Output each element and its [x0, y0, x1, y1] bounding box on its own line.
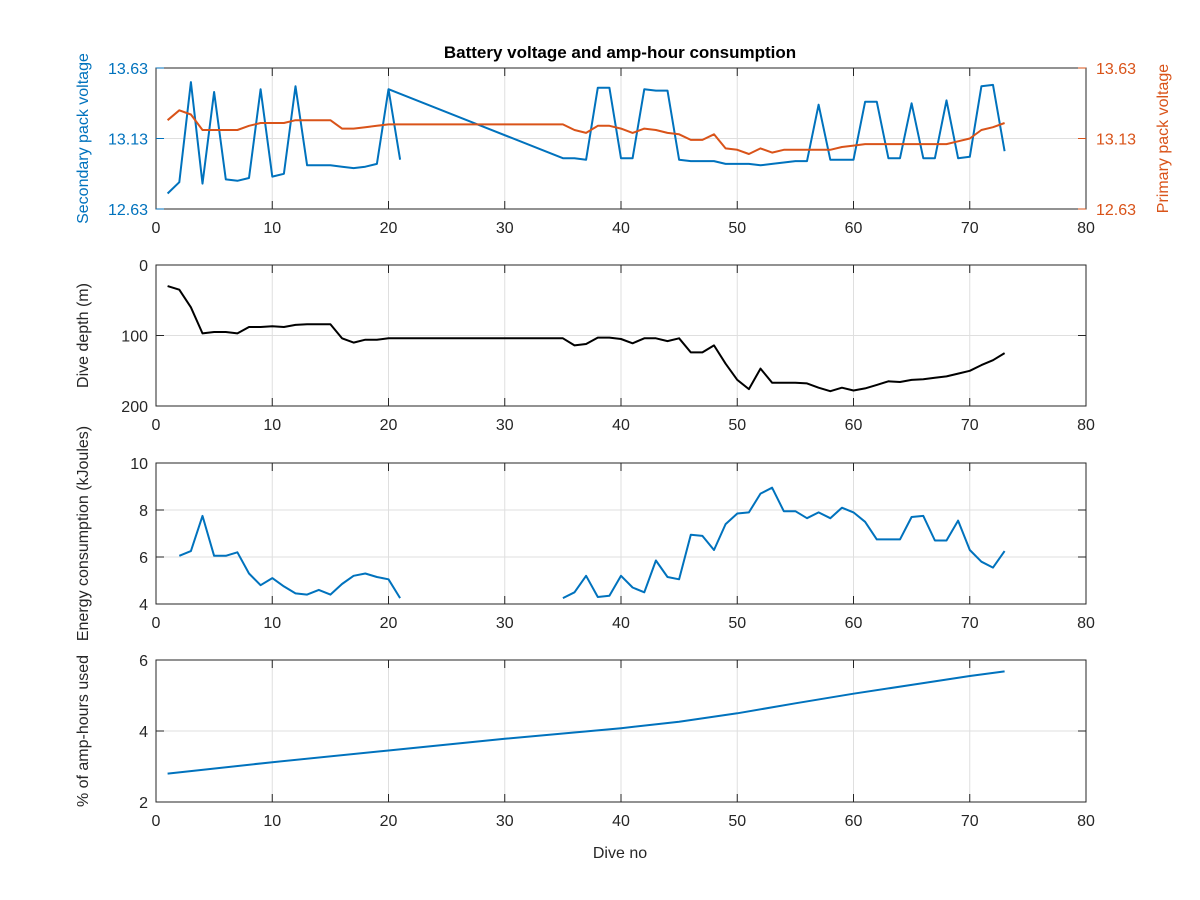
- y-tick-label: 6: [139, 653, 148, 670]
- subplot-2: 0 10 20 30 40 50 60 70 80 0 100 200 Dive depth (m): [75, 258, 1095, 434]
- x-tick-label: 60: [845, 220, 863, 237]
- series-line-1: [178, 514, 401, 599]
- y-axis-label: Dive depth (m): [75, 283, 92, 388]
- x-tick-label: 20: [380, 615, 398, 632]
- series-line-1: [167, 285, 1006, 393]
- x-tick-label: 10: [263, 220, 281, 237]
- y-axis-label: Energy consumption (kJoules): [75, 426, 92, 641]
- x-tick-label: 20: [380, 220, 398, 237]
- x-axis-label: Dive no: [593, 845, 647, 862]
- series-line-1: [388, 83, 1006, 167]
- y-tick-label: 13.63: [108, 61, 148, 78]
- x-tick-label: 60: [845, 813, 863, 830]
- x-tick-label: 70: [961, 813, 979, 830]
- x-tick-label: 50: [728, 813, 746, 830]
- x-tick-label: 80: [1077, 417, 1095, 434]
- x-tick-label: 40: [612, 615, 630, 632]
- x-tick-label: 30: [496, 813, 514, 830]
- subplot-1: 0 10 20 30 40 50 60 70 8012.6313.1313.6312.6313.…: [75, 53, 1172, 237]
- x-tick-label: 0: [152, 220, 161, 237]
- x-tick-label: 0: [152, 615, 161, 632]
- plots-container: 0 10 20 30 40 50 60 70 8012.6313.1313.6312.6313.…: [75, 53, 1172, 830]
- y-tick-label: 10: [130, 456, 148, 473]
- y-tick-label: 8: [139, 503, 148, 520]
- y-right-tick-label: 12.63: [1096, 202, 1136, 219]
- x-tick-label: 70: [961, 615, 979, 632]
- y-tick-label: 0: [139, 258, 148, 275]
- x-tick-label: 10: [263, 615, 281, 632]
- y-tick-label: 6: [139, 550, 148, 567]
- y-right-tick-label: 13.13: [1096, 132, 1136, 149]
- x-tick-label: 20: [380, 417, 398, 434]
- x-tick-label: 50: [728, 417, 746, 434]
- y-right-tick-label: 13.63: [1096, 61, 1136, 78]
- x-tick-label: 40: [612, 220, 630, 237]
- y-tick-label: 2: [139, 795, 148, 812]
- series-line-2: [166, 109, 1005, 155]
- x-tick-label: 70: [961, 417, 979, 434]
- y-tick-label: 200: [121, 399, 148, 416]
- x-tick-label: 10: [263, 813, 281, 830]
- x-tick-label: 80: [1077, 615, 1095, 632]
- series-line-1: [167, 670, 1005, 775]
- x-tick-label: 10: [263, 417, 281, 434]
- subplot-4: 0 10 20 30 40 50 60 70 80 2 4 6 % of amp-hours used: [75, 653, 1095, 830]
- y-right-axis-label: Primary pack voltage: [1155, 64, 1172, 213]
- subplot-3: 0 10 20 30 40 50 60 70 80 4 6 8 10 Energy consumption…: [75, 426, 1095, 641]
- x-tick-label: 40: [612, 813, 630, 830]
- x-tick-label: 30: [496, 417, 514, 434]
- y-tick-label: 4: [139, 724, 148, 741]
- x-tick-label: 70: [961, 220, 979, 237]
- x-tick-label: 30: [496, 220, 514, 237]
- x-tick-label: 20: [380, 813, 398, 830]
- x-tick-label: 40: [612, 417, 630, 434]
- y-tick-label: 13.13: [108, 132, 148, 149]
- y-axis-label: % of amp-hours used: [75, 655, 92, 807]
- x-tick-label: 0: [152, 813, 161, 830]
- series-line-1: [562, 486, 1006, 599]
- chart-title: Battery voltage and amp-hour consumption: [444, 43, 796, 62]
- x-tick-label: 80: [1077, 220, 1095, 237]
- x-tick-label: 60: [845, 615, 863, 632]
- y-axis-label: Secondary pack voltage: [75, 53, 92, 224]
- x-tick-label: 80: [1077, 813, 1095, 830]
- x-tick-label: 50: [728, 220, 746, 237]
- y-tick-label: 12.63: [108, 202, 148, 219]
- series-line-1: [166, 81, 402, 195]
- x-tick-label: 50: [728, 615, 746, 632]
- y-tick-label: 100: [121, 329, 148, 346]
- x-tick-label: 60: [845, 417, 863, 434]
- x-tick-label: 0: [152, 417, 161, 434]
- y-tick-label: 4: [139, 597, 148, 614]
- x-tick-label: 30: [496, 615, 514, 632]
